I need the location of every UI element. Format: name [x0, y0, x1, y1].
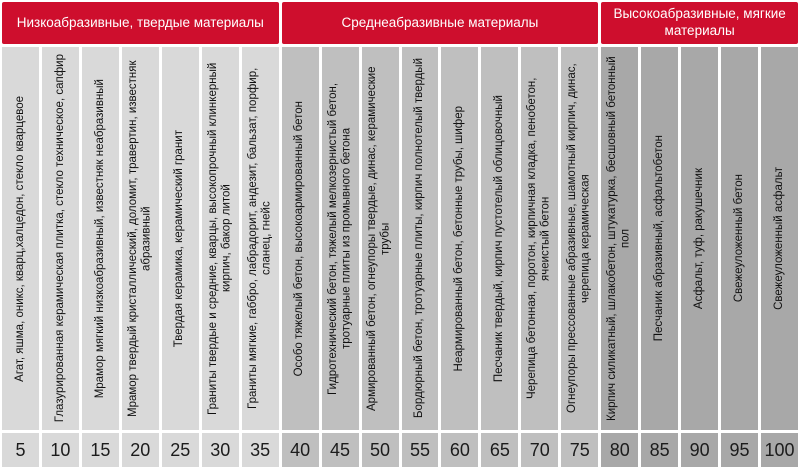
- material-column-40: Особо тяжелый бетон, высокоармированный …: [281, 47, 319, 430]
- value-cell-25: 25: [161, 433, 199, 467]
- material-column-25: Твердая керамика, керамический гранит: [161, 47, 199, 430]
- material-column-15: Мрамор мягкий низкоабразивный, известняк…: [81, 47, 119, 430]
- value-cell-60: 60: [441, 433, 479, 467]
- material-column-35: Граниты мягкие, габбро, лабрадорит, анде…: [241, 47, 279, 430]
- value-cell-80: 80: [601, 433, 639, 467]
- material-column-100: Свежеуложенный асфальт: [761, 47, 798, 430]
- material-label: Бордюрный бетон, тротуарные плиты, кирпи…: [413, 58, 426, 419]
- material-label: Огнеупоры прессованные абразивные, шамот…: [566, 63, 592, 414]
- material-label: Граниты твердые и средние, кварцы, высок…: [206, 62, 233, 415]
- material-label: Армированный бетон, огнеупоры твердые, д…: [366, 66, 393, 411]
- value-cell-95: 95: [721, 433, 759, 467]
- material-label: Песчаник абразивный, асфальтобетон: [652, 135, 665, 342]
- material-label: Глазурированная керамическая плитка, сте…: [53, 54, 66, 423]
- value-cell-70: 70: [521, 433, 559, 467]
- material-column-95: Свежеуложенный бетон: [721, 47, 759, 430]
- material-column-90: Асфальт, туф, ракушечник: [681, 47, 719, 430]
- value-cell-15: 15: [81, 433, 119, 467]
- material-column-50: Армированный бетон, огнеупоры твердые, д…: [361, 47, 399, 430]
- material-label: Свежеуложенный асфальт: [772, 167, 785, 310]
- value-cell-20: 20: [121, 433, 159, 467]
- value-cell-85: 85: [641, 433, 679, 467]
- value-cell-35: 35: [241, 433, 279, 467]
- value-cell-90: 90: [681, 433, 719, 467]
- value-cell-75: 75: [561, 433, 599, 467]
- group-header-low-abrasive: Низкоабразивные, твердые материалы: [2, 2, 279, 44]
- material-label: Граниты мягкие, габбро, лабрадорит, анде…: [246, 67, 273, 410]
- material-column-20: Мрамор твердый кристаллический, доломит,…: [121, 47, 159, 430]
- material-column-45: Гидротехнический бетон, тяжелый мелкозер…: [321, 47, 359, 430]
- material-column-5: Агат, яшма, оникс, кварц,халцедон, стекл…: [2, 47, 39, 430]
- value-cell-10: 10: [41, 433, 79, 467]
- group-header-label: Высокоабразивные, мягкие материалы: [613, 6, 786, 38]
- material-column-10: Глазурированная керамическая плитка, сте…: [41, 47, 79, 430]
- value-cell-5: 5: [2, 433, 39, 467]
- material-label: Неармированный бетон, бетонные трубы, ши…: [453, 105, 466, 372]
- material-label: Мрамор мягкий низкоабразивный, известняк…: [93, 78, 106, 399]
- material-label: Мрамор твердый кристаллический, доломит,…: [126, 60, 153, 417]
- material-column-55: Бордюрный бетон, тротуарные плиты, кирпи…: [401, 47, 439, 430]
- material-label: Песчаник твердый, кирпич пустотелый обли…: [493, 94, 506, 383]
- value-cell-100: 100: [761, 433, 798, 467]
- group-header-label: Среднеабразивные материалы: [341, 14, 539, 30]
- material-column-70: Черепица бетонная, поротон, кирпичная кл…: [521, 47, 559, 430]
- material-label: Твердая керамика, керамический гранит: [173, 129, 186, 348]
- material-column-75: Огнеупоры прессованные абразивные, шамот…: [561, 47, 599, 430]
- value-cell-65: 65: [481, 433, 519, 467]
- material-label: Гидротехнический бетон, тяжелый мелкозер…: [326, 82, 353, 395]
- material-label: Особо тяжелый бетон, высокоармированный …: [293, 100, 306, 377]
- group-header-medium-abrasive: Среднеабразивные материалы: [281, 2, 599, 44]
- value-cell-30: 30: [201, 433, 239, 467]
- material-column-85: Песчаник абразивный, асфальтобетон: [641, 47, 679, 430]
- material-label: Агат, яшма, оникс, кварц,халцедон, стекл…: [13, 95, 26, 382]
- value-cell-55: 55: [401, 433, 439, 467]
- material-label: Черепица бетонная, поротон, кирпичная кл…: [526, 77, 552, 400]
- value-cell-50: 50: [361, 433, 399, 467]
- material-column-60: Неармированный бетон, бетонные трубы, ши…: [441, 47, 479, 430]
- material-label: Асфальт, туф, ракушечник: [692, 167, 705, 310]
- material-label: Кирпич силикатный, шлакобетон, штукатурк…: [606, 56, 632, 421]
- value-cell-40: 40: [281, 433, 319, 467]
- material-label: Свежеуложенный бетон: [732, 174, 745, 303]
- material-column-65: Песчаник твердый, кирпич пустотелый обли…: [481, 47, 519, 430]
- material-column-80: Кирпич силикатный, шлакобетон, штукатурк…: [601, 47, 639, 430]
- value-cell-45: 45: [321, 433, 359, 467]
- group-header-label: Низкоабразивные, твердые материалы: [16, 14, 264, 30]
- group-header-high-abrasive: Высокоабразивные, мягкие материалы: [601, 2, 798, 44]
- material-column-30: Граниты твердые и средние, кварцы, высок…: [201, 47, 239, 430]
